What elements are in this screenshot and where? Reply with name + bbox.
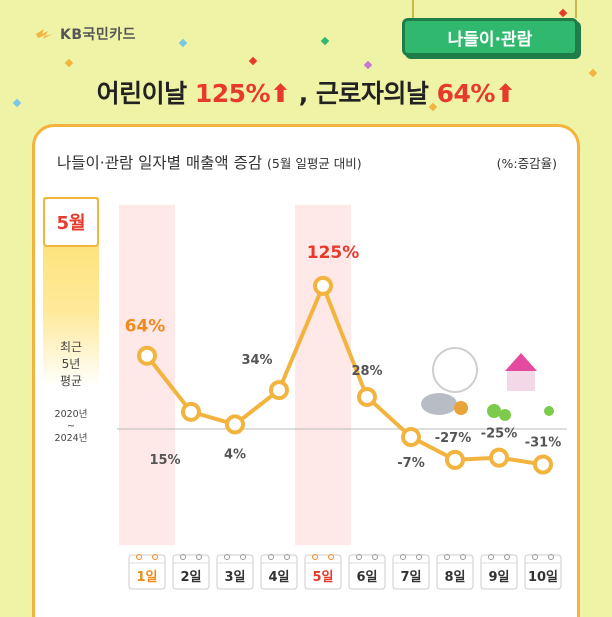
headline-value-1: 125%	[194, 79, 271, 108]
tick-label: 10일	[528, 570, 558, 585]
data-label: -27%	[435, 431, 472, 446]
data-label: -7%	[397, 456, 424, 471]
avg-line-2: 5년	[61, 357, 81, 371]
data-point	[445, 449, 465, 470]
data-point	[181, 401, 201, 422]
data-label: 34%	[241, 353, 272, 368]
avg-years-tilde: ~	[67, 421, 75, 432]
headline: 어린이날 125%⬆ , 근로자의날 64%⬆	[0, 74, 612, 110]
brand-name: KB국민카드	[60, 27, 137, 43]
confetti	[558, 8, 568, 18]
confetti	[178, 38, 188, 48]
data-label: 64%	[125, 317, 166, 337]
carousel-body	[507, 371, 535, 391]
avg-line-3: 평균	[59, 374, 83, 388]
data-point	[357, 386, 377, 407]
confetti	[248, 56, 258, 66]
line-chart: 64% 15% 4% 34% 125% 28% -7% -27% -25% -31% 1일 2일 3일 4…	[117, 205, 567, 590]
tick-label: 1일	[136, 570, 157, 585]
data-label: 125%	[307, 243, 360, 263]
average-years: 2020년 ~ 2024년	[43, 409, 99, 445]
data-point	[137, 345, 157, 366]
tab-hanger-right	[575, 0, 577, 18]
calendar-ring	[136, 554, 142, 560]
calendar-ring	[504, 554, 510, 560]
calendar-ring	[268, 554, 274, 560]
data-point	[401, 427, 421, 448]
calendar-ring	[488, 554, 494, 560]
data-label: 28%	[351, 364, 382, 379]
tab-hanger-left	[412, 0, 414, 18]
tick-label: 3일	[224, 570, 245, 585]
data-point	[225, 414, 245, 435]
calendar-ring	[460, 554, 466, 560]
series-line	[145, 283, 544, 467]
calendar-ring	[548, 554, 554, 560]
headline-text-1: 어린이날	[96, 79, 195, 108]
calendar-ring	[284, 554, 290, 560]
calendar-ring	[328, 554, 334, 560]
data-point	[313, 275, 333, 296]
tick-label: 4일	[268, 570, 289, 585]
calendar-ring	[312, 554, 318, 560]
calendar-ring	[240, 554, 246, 560]
brand-logo: KB국민카드	[34, 24, 136, 44]
calendar-ring	[400, 554, 406, 560]
carousel-icon	[505, 353, 537, 371]
ferris-wheel-icon	[432, 347, 478, 393]
tick-label: 2일	[180, 570, 201, 585]
confetti	[64, 58, 74, 68]
avg-line-1: 최근	[59, 340, 83, 354]
chart-title: 나들이·관람 일자별 매출액 증감 (5월 일평균 대비)	[57, 151, 362, 173]
highlight-column	[119, 205, 175, 545]
up-arrow-icon: ⬆	[494, 79, 516, 108]
calendar-ring	[444, 554, 450, 560]
avg-years-from: 2020년	[54, 409, 88, 420]
tree-icon	[544, 406, 554, 416]
data-label: 4%	[224, 447, 246, 462]
avg-years-to: 2024년	[54, 433, 88, 444]
calendar-ring	[224, 554, 230, 560]
confetti	[320, 36, 330, 46]
data-label: -31%	[525, 435, 562, 450]
headline-value-2: 64%	[436, 79, 496, 108]
highlight-column	[295, 205, 351, 545]
data-label: -25%	[481, 427, 518, 442]
elephant-icon	[421, 393, 457, 415]
calendar-ring	[416, 554, 422, 560]
tree-icon	[499, 409, 511, 421]
tick-label: 8일	[444, 570, 465, 585]
calendar-ring	[532, 554, 538, 560]
category-badge: 나들이·관람	[402, 18, 578, 56]
data-point	[489, 447, 509, 468]
up-arrow-icon: ⬆	[270, 79, 291, 108]
month-tag: 5월	[43, 197, 99, 247]
unit-label: (%:증감율)	[496, 156, 557, 171]
average-label: 최근 5년 평균	[43, 339, 99, 390]
tick-label: 6일	[356, 570, 377, 585]
chart-title-text: 나들이·관람 일자별 매출액 증감	[57, 154, 263, 172]
data-point	[533, 454, 553, 475]
lion-icon	[454, 401, 468, 415]
calendar-ring	[196, 554, 202, 560]
data-label: 15%	[149, 453, 180, 468]
tick-label: 5일	[312, 570, 333, 585]
tree-icon	[487, 404, 501, 418]
calendar-ring	[356, 554, 362, 560]
headline-text-2: , 근로자의날	[290, 79, 437, 108]
month-badge: 5월	[43, 197, 99, 387]
tick-label: 7일	[400, 570, 421, 585]
calendar-ring	[152, 554, 158, 560]
kb-star-icon	[36, 29, 52, 39]
chart-subtitle: (5월 일평균 대비)	[267, 156, 362, 171]
tick-label: 9일	[488, 570, 509, 585]
calendar-ring	[372, 554, 378, 560]
confetti	[363, 60, 373, 70]
chart-panel: 64% 15% 4% 34% 125% 28% -7% -27% -25% -31% 1일 2일 3일 4…	[32, 124, 580, 617]
data-point	[269, 380, 289, 401]
calendar-ring	[180, 554, 186, 560]
